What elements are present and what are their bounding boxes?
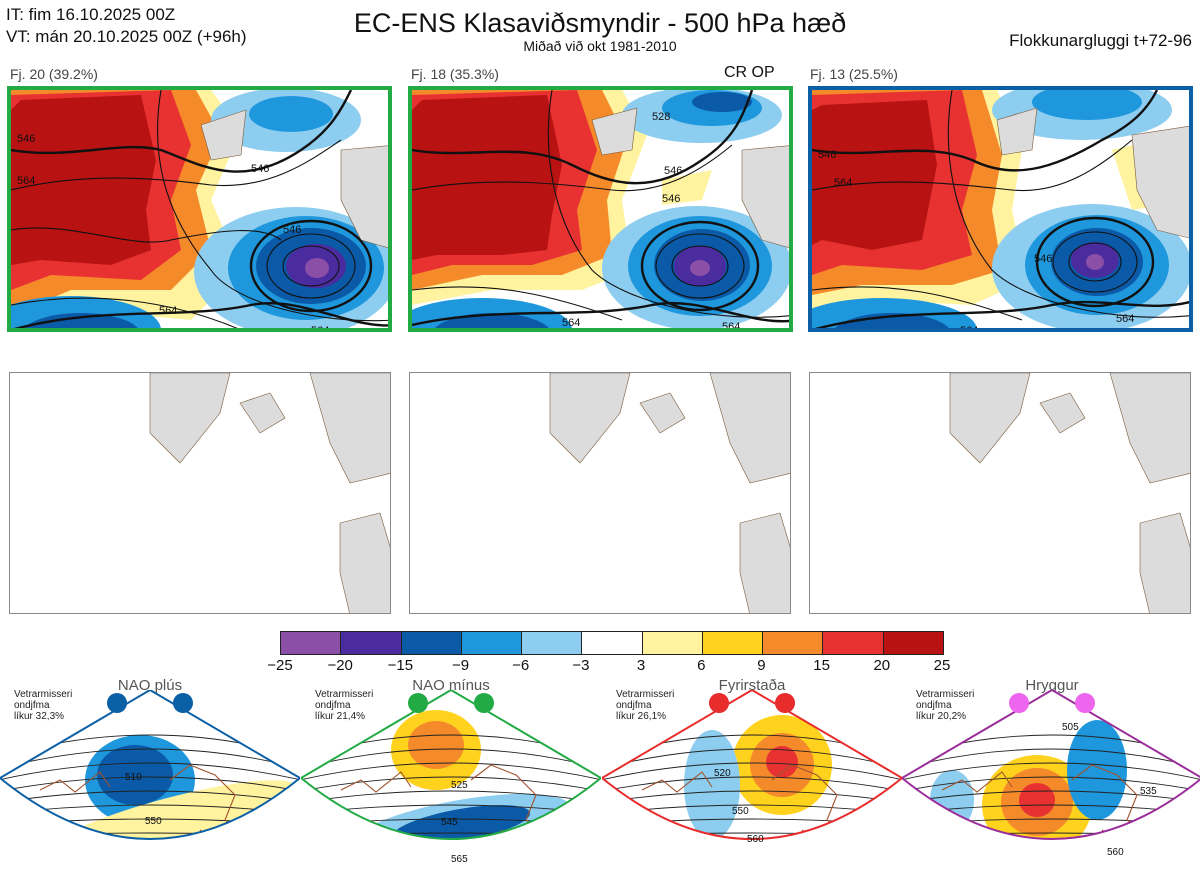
colorbar-tick-label: −9 [451, 657, 470, 674]
regime-note-line: Vetrarmisseri [315, 689, 374, 700]
colorbar-segment [763, 632, 824, 654]
header-info: IT: fim 16.10.2025 00Z VT: mán 20.10.202… [6, 4, 247, 48]
colorbar-tick-label: −25 [267, 657, 293, 674]
contour-label: 546 [283, 224, 301, 236]
regime-marker-dot [709, 693, 729, 713]
regime-note-line: líkur 32,3% [14, 711, 65, 722]
colorbar-segment [522, 632, 583, 654]
regime-note-line: Vetrarmisseri [14, 689, 73, 700]
page-subtitle: Miðað við okt 1981-2010 [523, 38, 677, 54]
colorbar-segment [341, 632, 402, 654]
regime-contour-label: 520 [714, 768, 731, 779]
colorbar-tick-label: 20 [873, 657, 891, 674]
regime-title: NAO mínus [412, 677, 490, 694]
regime-probability-note: Vetrarmisseri ondjfma líkur 32,3% [14, 689, 72, 722]
regime-note-line: líkur 20,2% [916, 711, 967, 722]
regime-note-line: ondjfma [14, 700, 50, 711]
colorbar-segment [883, 632, 943, 654]
regime-note-line: Vetrarmisseri [916, 689, 975, 700]
contour-label: 546 [251, 163, 269, 175]
regime-marker-dot [775, 693, 795, 713]
regime-probability-note: Vetrarmisseri ondjfma líkur 20,2% [916, 689, 974, 722]
regime-probability-note: Vetrarmisseri ondjfma líkur 26,1% [616, 689, 674, 722]
cluster-3-label: Fj. 13 (25.5%) [810, 66, 898, 82]
regime-contour-label: 550 [145, 816, 162, 827]
regime-note-line: líkur 21,4% [315, 711, 366, 722]
valid-time: VT: mán 20.10.2025 00Z (+96h) [6, 27, 247, 46]
regime-map: 525 545 565 [301, 690, 601, 865]
colorbar-segment [702, 632, 764, 654]
contour-label: 564 [562, 317, 580, 329]
regime-note-line: ondjfma [315, 700, 351, 711]
regime-contour-label: 565 [451, 854, 468, 865]
regime-note-line: Vetrarmisseri [616, 689, 675, 700]
cluster-3-map: 546 564 546 564 564 [808, 86, 1193, 332]
colorbar-tick-label: 15 [813, 657, 830, 674]
regime-map: 510 550 [0, 690, 300, 840]
colorbar-segment [401, 632, 462, 654]
cluster-2-label: Fj. 18 (35.3%) [411, 66, 499, 82]
colorbar-tick-label: −15 [387, 657, 414, 674]
regime-marker-dot [173, 693, 193, 713]
contour-label: 546 [1034, 253, 1052, 265]
contour-label: 564 [1116, 313, 1134, 325]
regime-note-line: líkur 26,1% [616, 711, 667, 722]
colorbar-segment [461, 632, 523, 654]
colorbar-segment [582, 632, 643, 654]
cluster-2-extra: CR OP [724, 64, 775, 81]
regime-title: Fyrirstaða [718, 677, 786, 694]
contour-label: 564 [722, 321, 740, 332]
colorbar-segment [823, 632, 884, 654]
contour-label: 546 [17, 133, 35, 145]
regime-contour-label: 525 [451, 780, 468, 791]
regime-marker-dot [107, 693, 127, 713]
contour-label: 546 [818, 149, 836, 161]
contour-label: 546 [664, 165, 682, 177]
regime-contour-label: 510 [125, 772, 142, 783]
cluster-2-map: 528 546 546 564 564 [408, 86, 793, 332]
page-title: EC-ENS Klasaviðsmyndir - 500 hPa hæð [353, 8, 847, 38]
regime-note-line: ondjfma [616, 700, 652, 711]
cluster-1-label: Fj. 20 (39.2%) [10, 66, 98, 82]
contour-label: 564 [960, 325, 978, 332]
regime-marker-dot [474, 693, 494, 713]
regime-contour-label: 535 [1140, 786, 1157, 797]
colorbar-tick-label: 9 [757, 657, 766, 674]
regime-contour-label: 560 [747, 834, 764, 845]
regime-map: 505 535 560 [902, 690, 1200, 858]
regime-probability-note: Vetrarmisseri ondjfma líkur 21,4% [315, 689, 373, 722]
empty-map-2 [409, 372, 791, 614]
cluster-1-map: 546 546 546 564 564 564 [7, 86, 392, 332]
regime-contour-label: 550 [732, 806, 749, 817]
contour-label: 564 [834, 177, 852, 189]
colorbar-tick-label: −6 [512, 657, 530, 674]
contour-label: 564 [159, 305, 177, 317]
colorbar-tick-label: 6 [697, 657, 706, 674]
regime-marker-dot [1009, 693, 1029, 713]
regime-note-line: ondjfma [916, 700, 952, 711]
colorbar-tick-label: −20 [327, 657, 353, 674]
colorbar [280, 631, 944, 655]
regime-contour-label: 505 [1062, 722, 1079, 733]
regime-marker-dot [408, 693, 428, 713]
contour-label: 564 [17, 175, 35, 187]
regime-marker-dot [1075, 693, 1095, 713]
regime-map: 520 550 560 [602, 690, 902, 845]
contour-label: 528 [652, 111, 670, 123]
colorbar-segment [642, 632, 703, 654]
contour-label: 564 [311, 325, 329, 332]
colorbar-tick-label: −3 [572, 657, 590, 674]
contour-label: 546 [662, 193, 680, 205]
empty-map-3 [809, 372, 1191, 614]
initial-time: IT: fim 16.10.2025 00Z [6, 5, 176, 24]
colorbar-segment [281, 632, 342, 654]
empty-map-1 [9, 372, 391, 614]
regime-title: Hryggur [1025, 677, 1079, 694]
colorbar-tick-label: 3 [636, 657, 646, 674]
regime-contour-label: 560 [1107, 847, 1124, 858]
regime-title: NAO plús [117, 677, 183, 694]
colorbar-tick-label: 25 [933, 657, 951, 674]
regime-contour-label: 545 [441, 817, 458, 828]
classification-window: Flokkunargluggi t+72-96 [1009, 31, 1192, 50]
